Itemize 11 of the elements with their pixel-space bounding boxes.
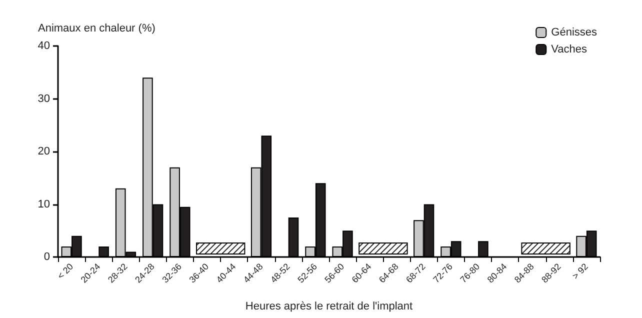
x-tick-label: > 92 bbox=[570, 261, 590, 282]
y-tick-label: 40 bbox=[38, 40, 50, 52]
y-tick-label: 30 bbox=[38, 92, 50, 105]
y-axis-title: Animaux en chaleur (%) bbox=[38, 22, 156, 34]
y-tick-label: 20 bbox=[38, 146, 50, 158]
y-tick-label: 0 bbox=[44, 251, 50, 263]
y-tick-label: 10 bbox=[38, 198, 50, 210]
x-axis-title: Heures après le retrait de l'implant bbox=[245, 300, 413, 312]
legend-label: Vaches bbox=[551, 44, 588, 56]
legend-label: Génisses bbox=[551, 26, 598, 38]
x-tick-label: < 20 bbox=[55, 261, 76, 282]
